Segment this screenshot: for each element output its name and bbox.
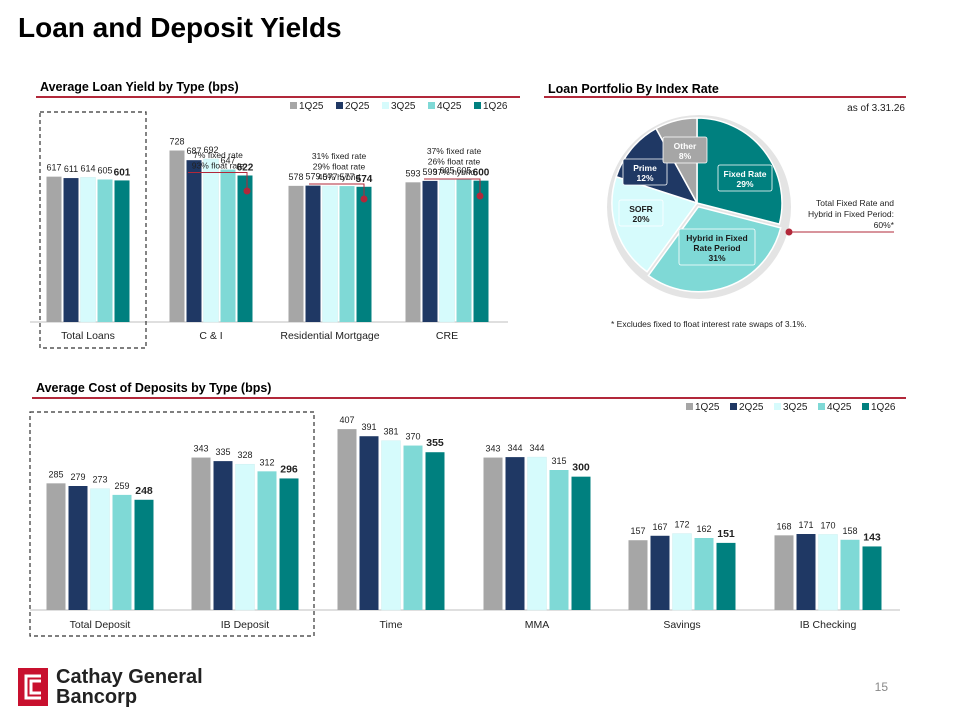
- bar-residential-mortgage-1q25: [288, 185, 304, 322]
- deposit-cost-rule: [32, 397, 906, 399]
- annotation-dot-c-i: [243, 187, 251, 195]
- legend-swatch-3q25: [382, 102, 389, 109]
- data-label-total-loans-2q25: 611: [64, 164, 78, 174]
- data-label-cre-2q25: 599: [422, 167, 437, 177]
- data-label-cre-3q25: 605: [439, 165, 454, 175]
- data-label-residential-mortgage-2q25: 579: [305, 172, 320, 182]
- annotation-c-i-line-1: 93% float rate: [192, 161, 245, 171]
- legend-swatch-1q26: [474, 102, 481, 109]
- total-loans-highlight-box: [39, 111, 147, 349]
- data-label-c-i-2q25: 687: [186, 146, 201, 156]
- bar-total-loans-4q25: [97, 179, 113, 322]
- portfolio-title: Loan Portfolio By Index Rate: [548, 82, 719, 96]
- deposit-cost-title: Average Cost of Deposits by Type (bps): [36, 381, 272, 395]
- bar-residential-mortgage-2q25: [305, 185, 321, 322]
- data-label-residential-mortgage-3q25: 577: [322, 172, 337, 182]
- data-label-c-i-1q26: 622: [237, 162, 254, 173]
- data-label-total-loans-1q26: 601: [114, 167, 131, 178]
- annotation-leader-c-i: [188, 172, 248, 191]
- annotation-dot-residential-mortgage: [360, 195, 368, 203]
- bar-cre-2q25: [422, 180, 438, 322]
- data-label-cre-1q25: 593: [405, 168, 420, 178]
- legend-label-1q26: 1Q26: [483, 101, 508, 112]
- data-label-residential-mortgage-4q25: 577: [339, 172, 354, 182]
- bar-c-i-2q25: [186, 160, 202, 322]
- bar-total-loans-3q25: [80, 177, 96, 323]
- data-label-cre-4q25: 605: [456, 165, 471, 175]
- annotation-c-i-line-0: 7% fixed rate: [193, 150, 243, 160]
- legend-label-1q25: 1Q25: [299, 101, 324, 112]
- legend-swatch-1q25: [290, 102, 297, 109]
- category-label-c-i: C & I: [199, 330, 222, 342]
- legend-swatch-2q25: [336, 102, 343, 109]
- data-label-c-i-3q25: 692: [203, 145, 218, 155]
- data-label-cre-1q26: 600: [473, 168, 490, 179]
- bar-c-i-1q26: [237, 175, 253, 322]
- legend-label-3q25: 3Q25: [391, 101, 416, 112]
- bar-cre-1q25: [405, 182, 421, 322]
- portfolio-rule: [544, 96, 906, 98]
- bar-cre-1q26: [473, 180, 489, 322]
- data-label-total-loans-1q25: 617: [46, 163, 61, 173]
- bar-cre-3q25: [439, 179, 455, 323]
- category-label-cre: CRE: [436, 330, 458, 342]
- annotation-dot-cre: [476, 192, 484, 200]
- bar-c-i-4q25: [220, 169, 236, 322]
- data-label-c-i-4q25: 647: [220, 156, 235, 166]
- bar-residential-mortgage-4q25: [339, 186, 355, 322]
- data-label-total-loans-3q25: 614: [80, 163, 95, 173]
- annotation-leader-cre: [424, 178, 481, 196]
- bar-total-loans-2q25: [63, 178, 79, 322]
- cathay-logo-icon: [18, 668, 48, 706]
- annotation-leader-residential-mortgage: [309, 183, 365, 199]
- data-label-residential-mortgage-1q25: 578: [288, 172, 303, 182]
- legend-swatch-4q25: [428, 102, 435, 109]
- loan-yield-title: Average Loan Yield by Type (bps): [40, 80, 239, 94]
- loan-yield-rule: [36, 96, 520, 98]
- footer: [0, 650, 960, 720]
- logo-text: Cathay General Bancorp: [56, 667, 203, 707]
- annotation-cre-line-1: 26% float rate: [428, 157, 481, 167]
- annotation-residential-mortgage-line-1: 29% float rate: [313, 162, 366, 172]
- page-number: 15: [874, 680, 888, 694]
- bar-total-loans-1q25: [46, 176, 62, 322]
- annotation-cre-line-2: 37% hybrid: [433, 167, 476, 177]
- category-label-total-loans: Total Loans: [61, 330, 115, 342]
- page-title: Loan and Deposit Yields: [18, 12, 342, 43]
- data-label-c-i-1q25: 728: [169, 137, 184, 147]
- category-label-residential-mortgage: Residential Mortgage: [280, 330, 379, 342]
- annotation-residential-mortgage-line-0: 31% fixed rate: [312, 151, 367, 161]
- bar-residential-mortgage-3q25: [322, 185, 338, 323]
- legend-label-2q25: 2Q25: [345, 101, 370, 112]
- data-label-residential-mortgage-1q26: 574: [356, 174, 373, 185]
- annotation-residential-mortgage-line-2: 40% hybrid: [318, 172, 361, 182]
- logo-line-2: Bancorp: [56, 686, 138, 708]
- logo-line-1: Cathay General: [56, 666, 203, 688]
- bar-residential-mortgage-1q26: [356, 186, 372, 322]
- annotation-cre-line-0: 37% fixed rate: [427, 146, 482, 156]
- bar-total-loans-1q26: [114, 180, 130, 322]
- bar-c-i-1q25: [169, 150, 185, 322]
- data-label-total-loans-4q25: 605: [97, 165, 112, 175]
- bar-cre-4q25: [456, 179, 472, 322]
- legend-label-4q25: 4Q25: [437, 101, 462, 112]
- bar-c-i-3q25: [203, 158, 219, 323]
